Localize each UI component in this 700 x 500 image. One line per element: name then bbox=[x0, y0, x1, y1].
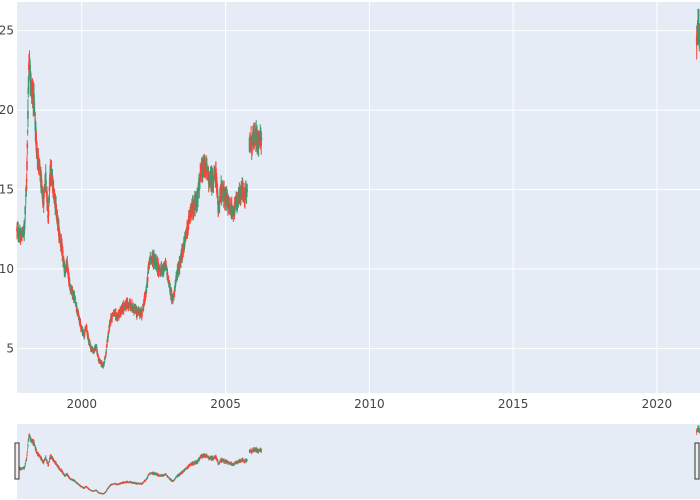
y-tick-label: 15 bbox=[0, 183, 14, 197]
candle bbox=[698, 430, 700, 434]
x-tick-label: 2005 bbox=[210, 397, 241, 411]
candle bbox=[188, 463, 190, 466]
candle bbox=[177, 475, 179, 477]
candle bbox=[243, 182, 245, 195]
candle bbox=[87, 487, 89, 490]
candle bbox=[81, 326, 84, 332]
candle bbox=[43, 191, 45, 200]
candle bbox=[244, 460, 246, 464]
candle bbox=[96, 490, 98, 492]
candle bbox=[37, 453, 39, 457]
candle bbox=[210, 458, 212, 461]
candle bbox=[87, 335, 90, 341]
candle-series bbox=[16, 8, 700, 369]
range-slider[interactable] bbox=[0, 418, 700, 500]
plot-background bbox=[17, 2, 700, 393]
candle bbox=[234, 208, 236, 216]
candle bbox=[176, 274, 179, 281]
candle bbox=[243, 458, 245, 461]
candle bbox=[105, 348, 108, 353]
candle bbox=[66, 472, 68, 475]
candle bbox=[66, 255, 69, 268]
candle bbox=[26, 140, 29, 156]
y-tick-label: 10 bbox=[0, 262, 14, 276]
candle bbox=[92, 352, 95, 354]
candle bbox=[79, 318, 82, 325]
candle bbox=[27, 448, 29, 450]
candle bbox=[26, 453, 28, 457]
candle bbox=[98, 491, 100, 494]
candle bbox=[75, 481, 77, 483]
candle bbox=[698, 8, 700, 32]
candle bbox=[79, 484, 82, 487]
range-slider-plot bbox=[17, 424, 700, 499]
candle bbox=[246, 184, 248, 197]
candle bbox=[218, 199, 221, 214]
candle bbox=[108, 324, 111, 332]
candle bbox=[79, 323, 82, 328]
candle bbox=[27, 75, 30, 90]
candle bbox=[141, 308, 144, 312]
candle bbox=[74, 296, 77, 301]
candle bbox=[46, 198, 49, 212]
candle bbox=[116, 315, 119, 321]
candle bbox=[178, 265, 180, 274]
candle bbox=[24, 463, 27, 465]
x-tick-label: 2010 bbox=[354, 397, 385, 411]
y-tick-label: 25 bbox=[0, 24, 14, 38]
candle bbox=[26, 128, 29, 136]
candle bbox=[141, 483, 143, 485]
candle bbox=[47, 462, 50, 467]
candle bbox=[221, 458, 223, 464]
candle bbox=[134, 481, 137, 484]
range-slider-candles bbox=[16, 425, 700, 495]
candle bbox=[178, 474, 180, 477]
candle bbox=[26, 456, 28, 461]
candle bbox=[172, 300, 174, 305]
candle bbox=[68, 277, 71, 284]
candle bbox=[74, 480, 77, 482]
candle bbox=[26, 155, 28, 173]
x-tick-label: 2020 bbox=[642, 397, 673, 411]
candle bbox=[82, 486, 84, 488]
candle bbox=[172, 481, 174, 483]
candle bbox=[27, 438, 30, 441]
candle bbox=[179, 257, 182, 265]
candle bbox=[107, 330, 110, 334]
candle bbox=[234, 463, 236, 465]
candle bbox=[177, 260, 180, 267]
candle bbox=[698, 425, 700, 430]
candle bbox=[47, 204, 50, 224]
candle bbox=[103, 360, 106, 365]
candle bbox=[97, 353, 100, 358]
main-plot-area bbox=[16, 2, 700, 393]
x-tick-label: 2000 bbox=[66, 397, 97, 411]
candle bbox=[176, 476, 179, 478]
x-tick-label: 2015 bbox=[498, 397, 529, 411]
candle bbox=[260, 131, 263, 146]
candle bbox=[96, 349, 99, 354]
candle bbox=[260, 448, 263, 452]
candle bbox=[47, 461, 49, 465]
candle bbox=[177, 270, 179, 275]
candle bbox=[146, 272, 149, 288]
range-slider-handle-right[interactable] bbox=[694, 442, 700, 480]
candle bbox=[219, 461, 221, 465]
y-tick-label: 20 bbox=[0, 103, 14, 117]
candle bbox=[28, 436, 30, 438]
candle bbox=[27, 442, 29, 449]
candle bbox=[27, 98, 29, 128]
candle bbox=[24, 206, 27, 210]
candle bbox=[25, 172, 28, 191]
candle bbox=[246, 459, 248, 462]
candle bbox=[26, 450, 28, 454]
candle bbox=[244, 192, 246, 209]
y-tick-label: 5 bbox=[6, 341, 14, 355]
range-slider-handle-left[interactable] bbox=[14, 442, 20, 480]
candle bbox=[141, 312, 143, 319]
x-axis-tick-labels: 2000 2005 2010 2015 2020 bbox=[66, 397, 672, 411]
candle bbox=[39, 455, 41, 459]
y-axis-tick-labels: 5 10 15 20 25 bbox=[0, 24, 14, 356]
